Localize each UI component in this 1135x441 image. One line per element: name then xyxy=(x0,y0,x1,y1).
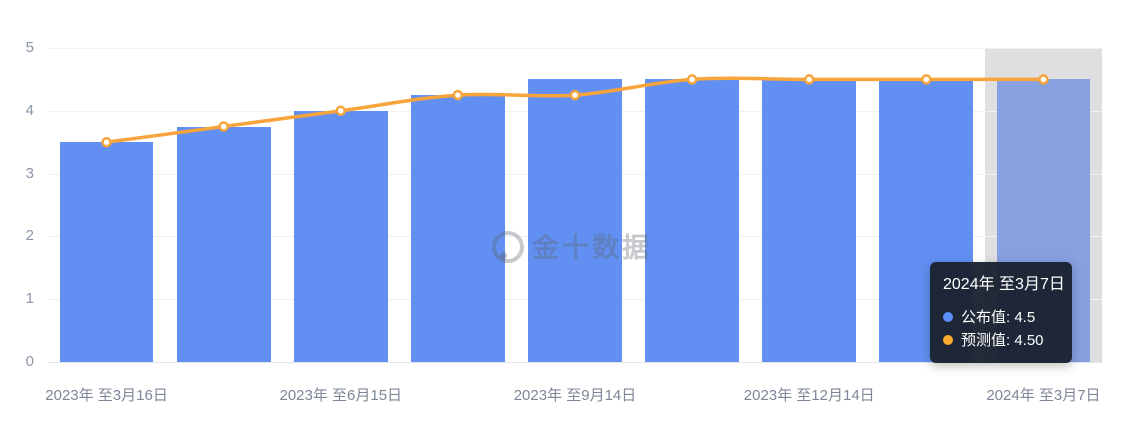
bar-公布值-4[interactable] xyxy=(528,79,622,362)
x-tick-label: 2023年 至12月14日 xyxy=(743,387,875,404)
x-tick-label: 2023年 至3月16日 xyxy=(45,387,168,404)
line-marker-1[interactable] xyxy=(218,121,229,132)
y-tick-label: 3 xyxy=(25,164,34,182)
bar-公布值-3[interactable] xyxy=(411,95,505,362)
bar-公布值-5[interactable] xyxy=(645,79,739,362)
forecast-series-dot-icon xyxy=(943,334,953,345)
line-marker-6[interactable] xyxy=(803,74,815,85)
x-tick-label: 2023年 至9月14日 xyxy=(513,387,637,404)
line-marker-5[interactable] xyxy=(686,74,698,85)
y-tick-label: 2 xyxy=(25,227,34,245)
forecast-line-layer xyxy=(101,74,1049,148)
tooltip-title: 2024年 至3月7日 xyxy=(943,276,1065,293)
tooltip: 2024年 至3月7日 公布值: 4.5 预测值: 4.50 xyxy=(930,262,1072,363)
bar-公布值-2[interactable] xyxy=(293,110,388,362)
y-tick-label: 5 xyxy=(25,39,34,56)
forecast-line xyxy=(104,76,1046,144)
tooltip-row-forecast: 预测值: 4.50 xyxy=(943,328,1059,351)
published-series-dot-icon xyxy=(943,311,953,322)
bar-公布值-6[interactable] xyxy=(762,79,857,362)
x-tick-label: 2023年 至6月15日 xyxy=(279,387,403,404)
gridline xyxy=(48,48,1102,49)
x-tick-label: 2024年 至3月7日 xyxy=(986,387,1101,404)
line-marker-8[interactable] xyxy=(1038,74,1049,85)
y-tick-label: 1 xyxy=(25,290,34,308)
y-tick-label: 4 xyxy=(25,101,34,119)
line-marker-4[interactable] xyxy=(569,89,581,101)
line-marker-0[interactable] xyxy=(101,136,112,148)
line-marker-3[interactable] xyxy=(452,89,464,101)
tooltip-row-published: 公布值: 4.5 xyxy=(943,305,1059,328)
line-marker-7[interactable] xyxy=(921,74,932,85)
y-axis: 5 4 3 2 1 0 xyxy=(0,0,38,441)
y-tick-label: 0 xyxy=(25,353,34,370)
line-marker-2[interactable] xyxy=(335,105,347,117)
bar-公布值-0[interactable] xyxy=(59,142,154,362)
gridline xyxy=(48,362,1102,363)
bar-公布值-1[interactable] xyxy=(176,126,271,362)
x-axis: 2023年 至3月16日 2023年 至6月15日 2023年 至9月14日 2023… xyxy=(45,384,1102,414)
